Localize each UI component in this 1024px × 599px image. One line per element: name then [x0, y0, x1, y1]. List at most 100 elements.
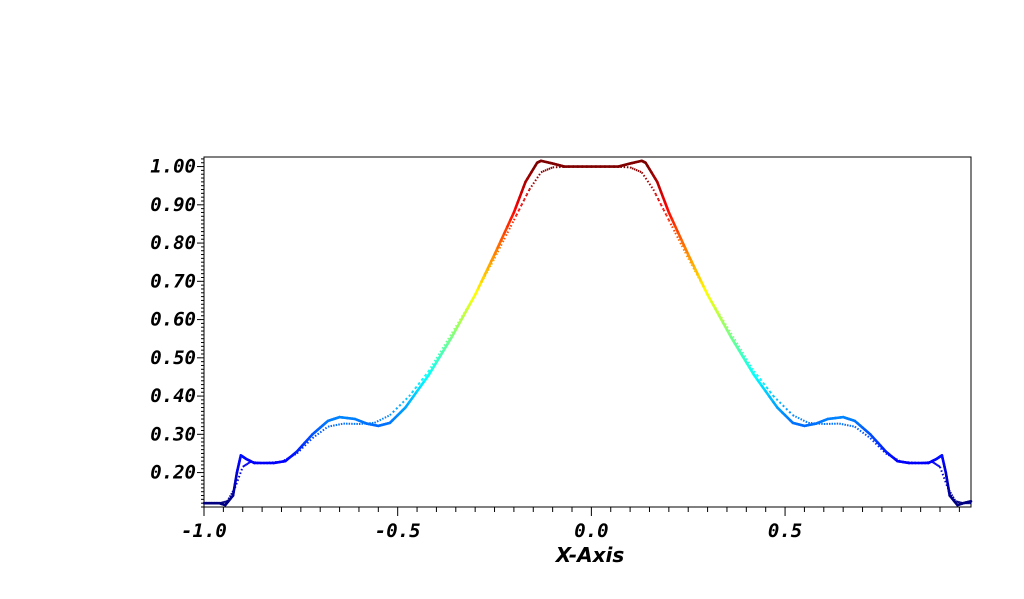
x-tick-label: 0.0	[574, 520, 608, 542]
series-segment	[631, 167, 635, 170]
series-segment	[772, 395, 778, 400]
series-segment	[395, 404, 401, 410]
series-segment	[717, 314, 725, 325]
series-segment	[374, 420, 378, 424]
series-segment	[722, 319, 728, 328]
series-segment	[450, 328, 458, 339]
series-segment	[283, 458, 288, 462]
series-segment	[792, 414, 796, 418]
series-segment	[536, 174, 540, 179]
series-segment	[525, 189, 531, 196]
series-segment	[721, 321, 729, 332]
series-segment	[538, 171, 542, 176]
series-segment	[872, 439, 877, 444]
series-segment	[550, 166, 554, 170]
series-segment	[782, 404, 788, 410]
series-segment	[424, 370, 430, 376]
series-segment	[718, 313, 724, 321]
series-segment	[487, 263, 493, 271]
series-segment	[236, 477, 240, 482]
series-segment	[779, 401, 784, 407]
series-segment	[288, 455, 293, 459]
y-tick-label: 0.60	[150, 309, 196, 331]
series-segment	[667, 219, 673, 227]
series-segment	[235, 480, 239, 485]
series-segment	[408, 391, 414, 397]
series-segment	[802, 419, 807, 423]
series-segment	[841, 423, 845, 426]
series-segment	[454, 321, 461, 332]
series-segment	[931, 461, 935, 464]
series-segment	[518, 204, 523, 211]
series-segment	[882, 450, 887, 455]
series-segment	[398, 401, 404, 407]
series-segment	[745, 357, 752, 366]
x-axis-title: X-Axis	[554, 543, 625, 567]
series-segment	[733, 338, 740, 347]
series-segment	[246, 462, 249, 466]
series-segment	[852, 425, 855, 428]
series-segment	[844, 423, 848, 427]
y-tick-labels: 0.20 0.30 0.40 0.50 0.60 0.70 0.80 0.90 1.00	[150, 156, 196, 484]
series-segment	[665, 214, 670, 221]
series-layer	[202, 159, 973, 507]
series-segment	[332, 424, 336, 427]
series-segment	[887, 453, 892, 458]
series-segment	[726, 326, 732, 334]
series-segment	[952, 496, 956, 500]
series-segment	[629, 166, 633, 170]
series-segment	[935, 463, 938, 467]
series-segment	[322, 427, 326, 432]
series-segment	[384, 415, 388, 419]
series-segment	[405, 395, 411, 400]
series-segment	[546, 168, 550, 171]
series-segment	[506, 226, 512, 234]
series-segment	[421, 374, 427, 381]
series-segment	[714, 306, 721, 315]
series-segment	[942, 477, 947, 482]
series-segment	[532, 180, 537, 185]
series-segment	[895, 458, 900, 462]
y-tick-label: 0.70	[150, 270, 196, 292]
series-segment	[376, 419, 381, 423]
series-segment	[379, 418, 383, 422]
series-segment	[293, 452, 298, 456]
series-segment	[633, 168, 637, 171]
series-segment	[470, 294, 477, 302]
series-dotted	[204, 165, 971, 505]
series-segment	[648, 183, 653, 188]
series-segment	[775, 398, 781, 404]
series-segment	[454, 319, 461, 328]
minor-ticks	[201, 158, 960, 512]
series-segment	[314, 433, 319, 438]
series-segment	[542, 169, 546, 173]
series-segment	[637, 169, 641, 173]
series-segment	[509, 219, 515, 227]
series-segment	[933, 461, 936, 465]
series-segment	[805, 420, 809, 424]
series-segment	[304, 442, 309, 447]
series-segment	[386, 414, 391, 418]
series-segment	[946, 487, 950, 491]
series-segment	[766, 387, 772, 393]
series-segment	[237, 473, 242, 478]
series-segment	[756, 374, 762, 381]
x-tick-label: -1.0	[181, 520, 227, 542]
series-segment	[296, 450, 301, 455]
series-segment	[340, 422, 344, 426]
series-segment	[381, 416, 386, 420]
series-segment	[309, 437, 314, 442]
series-segment	[528, 186, 533, 191]
series-segment	[867, 435, 871, 439]
series-segment	[640, 171, 645, 176]
series-segment	[794, 415, 799, 419]
y-tick-label: 0.30	[150, 423, 196, 445]
series-segment	[548, 167, 552, 170]
series-segment	[451, 326, 457, 334]
series-segment	[846, 424, 850, 427]
series-segment	[652, 189, 657, 196]
series-segment	[635, 168, 639, 172]
series-segment	[941, 473, 945, 478]
series-solid	[202, 159, 973, 507]
series-segment	[706, 294, 713, 302]
